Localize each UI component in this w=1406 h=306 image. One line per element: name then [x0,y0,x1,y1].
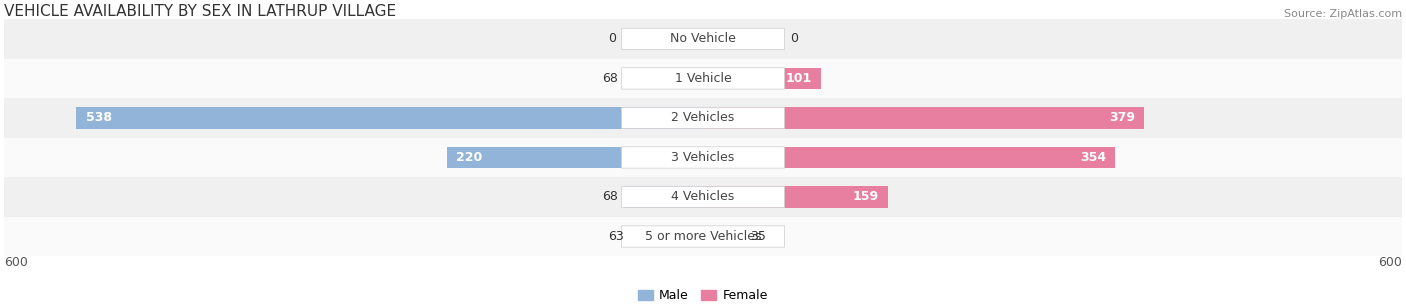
Text: 354: 354 [1080,151,1107,164]
Legend: Male, Female: Male, Female [638,289,768,302]
Text: 3 Vehicles: 3 Vehicles [672,151,734,164]
Bar [703,186,889,208]
Text: 379: 379 [1109,111,1135,125]
Bar [4,59,1402,98]
Text: No Vehicle: No Vehicle [671,32,735,45]
FancyBboxPatch shape [621,28,785,50]
Text: VEHICLE AVAILABILITY BY SEX IN LATHRUP VILLAGE: VEHICLE AVAILABILITY BY SEX IN LATHRUP V… [4,4,396,19]
Text: 220: 220 [456,151,482,164]
Text: 600: 600 [1378,256,1402,269]
FancyBboxPatch shape [621,147,785,168]
Bar [4,217,1402,256]
Text: 4 Vehicles: 4 Vehicles [672,190,734,203]
FancyBboxPatch shape [621,68,785,89]
Bar [703,147,1115,168]
Text: 68: 68 [602,190,619,203]
FancyBboxPatch shape [621,107,785,129]
Bar [4,177,1402,217]
Text: 35: 35 [749,230,765,243]
Text: 101: 101 [785,72,811,85]
Bar [703,68,821,89]
FancyBboxPatch shape [621,226,785,247]
Text: 0: 0 [790,32,799,45]
Bar [4,98,1402,138]
Bar [703,226,744,247]
Text: 68: 68 [602,72,619,85]
Bar [76,107,703,129]
Bar [624,186,703,208]
Bar [4,138,1402,177]
Text: 2 Vehicles: 2 Vehicles [672,111,734,125]
Text: 538: 538 [86,111,111,125]
Text: 1 Vehicle: 1 Vehicle [675,72,731,85]
Bar [624,68,703,89]
Text: 600: 600 [4,256,28,269]
Bar [4,19,1402,59]
Text: 159: 159 [853,190,879,203]
Text: 0: 0 [607,32,616,45]
Text: 5 or more Vehicles: 5 or more Vehicles [645,230,761,243]
Text: Source: ZipAtlas.com: Source: ZipAtlas.com [1284,9,1402,19]
Bar [630,226,703,247]
Text: 63: 63 [607,230,624,243]
Bar [703,107,1144,129]
FancyBboxPatch shape [621,186,785,208]
Bar [447,147,703,168]
